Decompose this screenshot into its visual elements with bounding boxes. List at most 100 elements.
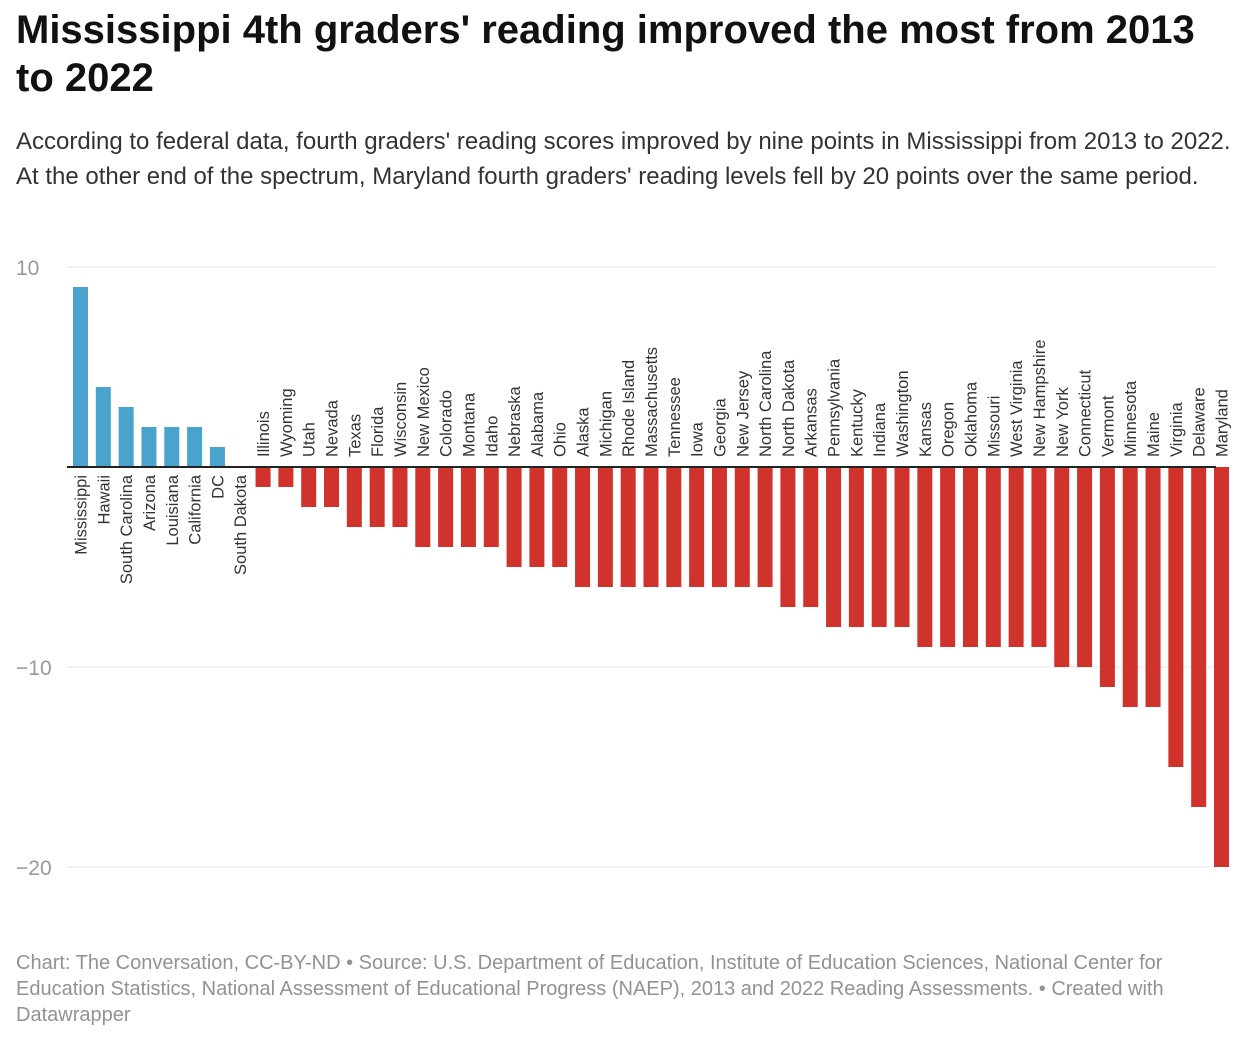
category-label: Maine (1145, 412, 1163, 457)
bar (118, 407, 134, 467)
bar (1054, 467, 1070, 667)
bar (689, 467, 705, 587)
bar (141, 427, 157, 467)
category-label: Texas (346, 414, 364, 457)
bar (666, 467, 682, 587)
bar (711, 467, 727, 587)
category-label: South Dakota (232, 474, 250, 575)
bar (552, 467, 568, 567)
bar (95, 387, 111, 467)
category-label: New Jersey (734, 370, 752, 457)
category-label: Indiana (871, 402, 889, 457)
bar (483, 467, 499, 547)
bar (324, 467, 340, 507)
bar (1145, 467, 1161, 707)
category-label: Arkansas (803, 388, 821, 457)
bar (278, 467, 294, 487)
bar (620, 467, 636, 587)
bar (1214, 467, 1229, 867)
category-label: Michigan (597, 391, 615, 457)
category-label: Maryland (1214, 389, 1232, 457)
bar (1008, 467, 1024, 647)
bar (575, 467, 591, 587)
category-label: Delaware (1191, 387, 1209, 457)
category-label: DC (209, 475, 227, 499)
category-label: Hawaii (95, 475, 113, 525)
category-label: North Dakota (780, 359, 798, 457)
bar (209, 447, 225, 467)
category-label: Virginia (1168, 401, 1186, 457)
bar (1122, 467, 1138, 707)
category-label: Tennessee (666, 377, 684, 457)
category-label: Minnesota (1122, 380, 1140, 457)
chart-footer: Chart: The Conversation, CC-BY-ND • Sour… (16, 952, 1164, 1026)
bar (940, 467, 956, 647)
bar (255, 467, 271, 487)
category-label: California (187, 474, 205, 545)
category-label: Alabama (529, 391, 547, 457)
bar (985, 467, 1001, 647)
bar (734, 467, 750, 587)
bar (392, 467, 408, 527)
category-label: Washington (894, 370, 912, 457)
category-label: Vermont (1099, 395, 1117, 457)
category-label: North Carolina (757, 350, 775, 457)
bar (894, 467, 910, 627)
bar (460, 467, 476, 547)
chart-subtitle: According to federal data, fourth grader… (16, 128, 1231, 190)
category-label: Nebraska (506, 386, 524, 457)
bar (780, 467, 796, 607)
bar (1077, 467, 1093, 667)
category-label: Florida (369, 406, 387, 457)
category-label: Connecticut (1077, 369, 1095, 457)
bar (1099, 467, 1115, 687)
bar (346, 467, 362, 527)
y-tick-label: −20 (16, 857, 52, 880)
category-label: Massachusetts (643, 347, 661, 457)
bar (1191, 467, 1207, 807)
category-label: Wyoming (278, 388, 296, 457)
bar (917, 467, 933, 647)
category-label: Wisconsin (392, 382, 410, 457)
bar (187, 427, 203, 467)
bar (871, 467, 887, 627)
category-label: Nevada (324, 399, 342, 457)
y-tick-label: −10 (16, 657, 52, 680)
category-label: South Carolina (118, 474, 136, 584)
bar (962, 467, 978, 647)
bar (529, 467, 545, 567)
category-label: New Mexico (415, 367, 433, 457)
category-label: West Virginia (1008, 360, 1026, 457)
category-label: Pennsylvania (826, 358, 844, 457)
bar (73, 287, 88, 467)
bar (164, 427, 180, 467)
category-label: Georgia (711, 397, 729, 457)
bar (506, 467, 522, 567)
category-label: Iowa (689, 421, 707, 457)
chart-title: Mississippi 4th graders' reading improve… (16, 8, 1195, 100)
category-label: Kentucky (848, 388, 866, 457)
bar (826, 467, 842, 627)
bar-chart: 10 −10 −20 Mississippi Hawaii South Carolina A… (16, 257, 1232, 880)
category-label: Alaska (575, 407, 593, 457)
bar (1168, 467, 1184, 767)
category-label: Mississippi (73, 475, 91, 555)
category-label: New York (1054, 387, 1072, 457)
category-label: Kansas (917, 402, 935, 457)
category-label: Colorado (438, 390, 456, 457)
category-label: Ohio (552, 422, 570, 457)
bar (848, 467, 864, 627)
bar (369, 467, 385, 527)
bar (438, 467, 454, 547)
bar (415, 467, 431, 547)
category-label: Idaho (483, 416, 501, 457)
category-label: Missouri (985, 396, 1003, 457)
category-label: Oklahoma (962, 381, 980, 457)
category-label: Utah (301, 422, 319, 457)
category-label: Rhode Island (620, 360, 638, 457)
bar (803, 467, 819, 607)
category-label: Arizona (141, 474, 159, 531)
bar (597, 467, 613, 587)
category-label: New Hampshire (1031, 340, 1049, 457)
bar (1031, 467, 1047, 647)
